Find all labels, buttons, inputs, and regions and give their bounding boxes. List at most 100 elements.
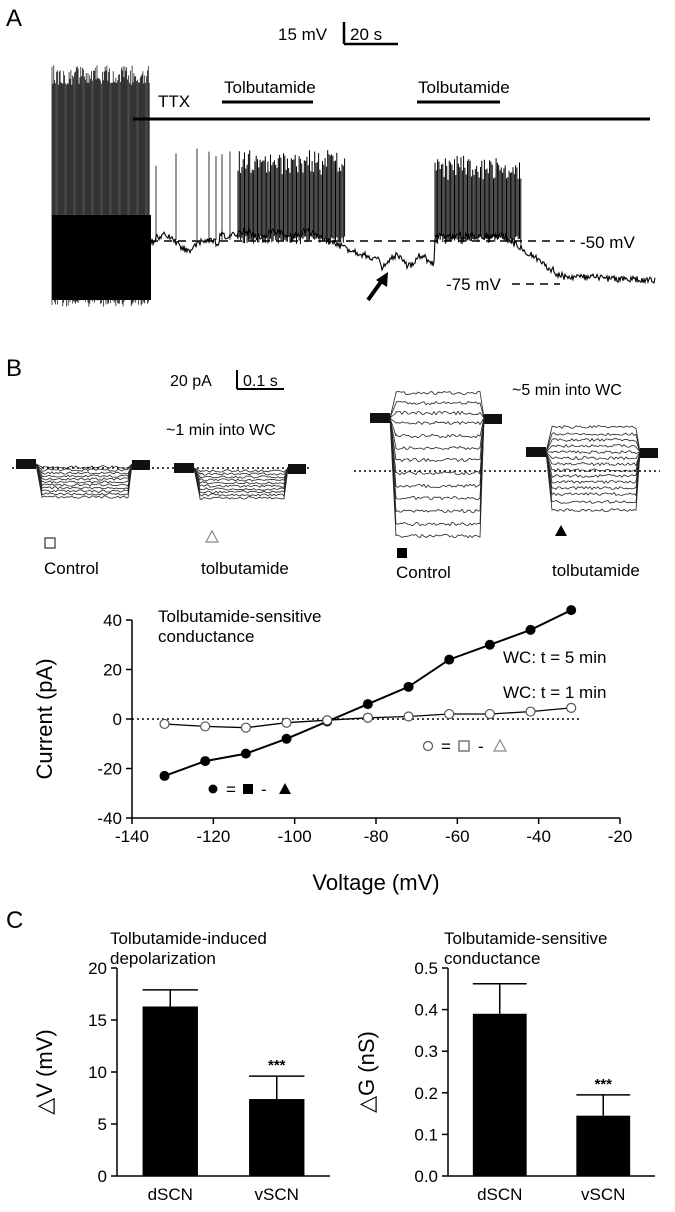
iv-y-tick-label: -20 [97, 760, 122, 779]
current-sweep [389, 417, 485, 489]
holding-current-right [288, 464, 306, 474]
iv-x-tick-label: -60 [445, 827, 470, 846]
iv-y-tick-label: 20 [103, 661, 122, 680]
iv-x-tick-label: -100 [278, 827, 312, 846]
current-sweep [545, 451, 641, 461]
firing-block [51, 65, 150, 307]
current-sweep [389, 410, 485, 419]
formula-open-square [458, 740, 470, 752]
iv-point-t5 [525, 624, 536, 635]
current-sweep [545, 432, 641, 453]
bar-vSCN [249, 1099, 305, 1176]
bar-title-line-2: depolarization [110, 949, 216, 968]
holding-current-right [484, 414, 502, 424]
iv-title-line-2: conductance [158, 627, 254, 646]
bar-y-tick-label: 0.0 [414, 1167, 438, 1186]
current-sweep [389, 417, 485, 451]
iv-point-t5 [362, 699, 373, 710]
iv-point-t1 [362, 712, 373, 723]
current-sweep [389, 417, 485, 527]
current-sweep [545, 444, 641, 453]
iv-legend-t1: WC: t = 1 min [503, 683, 606, 702]
iv-point-t5 [403, 681, 414, 692]
panel-a-drug-bars: TTX Tolbutamide Tolbutamide [133, 78, 650, 121]
bar-y-axis-title: △V (mV) [32, 1029, 57, 1114]
level-label-lower: -75 mV [446, 275, 501, 294]
current-sweep [193, 467, 289, 498]
current-sweep [193, 467, 289, 482]
current-sweep [193, 467, 289, 485]
label-5min-into-wc: ~5 min into WC [512, 382, 622, 399]
current-sweep [389, 417, 485, 426]
formula-minus: - [261, 780, 267, 799]
current-sweep [545, 451, 641, 467]
label-control-5min: Control [396, 563, 451, 582]
label-tolbutamide-2: Tolbutamide [418, 78, 510, 97]
iv-point-t5 [240, 748, 251, 759]
iv-point-t1 [566, 702, 577, 713]
iv-point-t5 [484, 639, 495, 650]
current-sweep [545, 451, 641, 497]
bar-vSCN [576, 1115, 631, 1176]
label-control-1min: Control [44, 559, 99, 578]
bar-y-tick-label: 0.1 [414, 1125, 438, 1144]
current-sweep [546, 449, 641, 454]
current-sweep [545, 451, 641, 491]
bar-y-tick-label: 0.4 [414, 1001, 438, 1020]
bar-x-tick-label: vSCN [581, 1185, 625, 1204]
panel-a-scale-time: 20 s [350, 25, 382, 44]
sparse-spikes [155, 148, 231, 240]
iv-y-tick-label: -40 [97, 809, 122, 828]
current-sweep [35, 463, 133, 487]
iv-point-t1 [484, 708, 495, 720]
label-ttx: TTX [158, 92, 190, 111]
bar-x-tick-label: dSCN [148, 1185, 193, 1204]
iv-point-t1 [444, 708, 455, 720]
label-1min-into-wc: ~1 min into WC [166, 422, 276, 439]
iv-point-t5 [281, 733, 292, 744]
tolbutamide-burst-1 [237, 150, 346, 244]
formula-minus-open: - [478, 737, 484, 756]
filled-triangle-marker [555, 525, 567, 536]
current-sweep [193, 467, 289, 500]
bar-y-tick-label: 5 [98, 1115, 107, 1134]
formula-filled-triangle [279, 783, 291, 794]
arrow-icon [366, 272, 388, 302]
iv-point-t5 [566, 605, 577, 616]
holding-current-right [132, 460, 150, 470]
holding-current-right [640, 448, 658, 458]
bar-dSCN [472, 1013, 527, 1176]
current-sweep [35, 463, 133, 478]
membrane-potential-trace [149, 227, 656, 285]
iv-x-axis-title: Voltage (mV) [312, 870, 439, 895]
iv-point-t1 [200, 721, 211, 732]
current-sweep [389, 417, 485, 501]
iv-x-tick-label: -140 [115, 827, 149, 846]
current-sweep [35, 463, 133, 484]
holding-current-left [526, 447, 546, 457]
formula-open-circle [422, 740, 434, 752]
current-sweep [35, 463, 133, 490]
panel-b-scale-current: 20 pA [170, 373, 212, 390]
current-sweep [35, 463, 133, 493]
bar-title-line-1: Tolbutamide-sensitive [444, 929, 607, 948]
iv-point-t5 [444, 654, 455, 665]
iv-point-t1 [240, 722, 251, 733]
bar-y-tick-label: 15 [88, 1011, 107, 1030]
iv-point-t1 [159, 718, 170, 730]
current-sweep [545, 425, 641, 453]
iv-title-line-1: Tolbutamide-sensitive [158, 607, 321, 626]
iv-legend-t5: WC: t = 5 min [503, 648, 606, 667]
current-sweep [35, 463, 133, 472]
bar-y-tick-label: 0.3 [414, 1042, 438, 1061]
current-sweep [35, 463, 133, 481]
panel-b-scale-time: 0.1 s [243, 373, 278, 390]
bar-y-tick-label: 0.2 [414, 1084, 438, 1103]
current-sweep [545, 451, 641, 512]
holding-current-left [370, 413, 390, 423]
iv-point-t1 [322, 715, 333, 726]
bar-y-tick-label: 20 [88, 959, 107, 978]
current-sweep [193, 467, 289, 473]
panel-label-b: B [6, 355, 22, 382]
